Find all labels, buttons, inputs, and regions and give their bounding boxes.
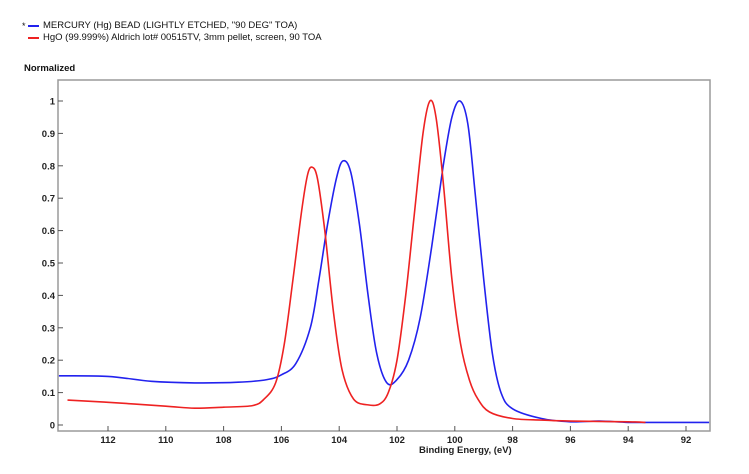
y-tick-label: 0.8 [42,161,55,172]
legend-swatch-blue [28,25,39,27]
x-tick-label: 106 [273,435,289,446]
plot-frame [57,79,711,432]
series-line-hgo [67,99,646,424]
chart-legend: * MERCURY (Hg) BEAD (LIGHTLY ETCHED, "90… [22,20,322,44]
y-tick-label: 0.3 [42,323,55,334]
legend-swatch-red [28,37,39,39]
x-tick-label: 104 [331,435,348,446]
y-tick-label: 1 [50,97,56,108]
y-tick-label: 0.2 [42,356,55,367]
x-tick-label: 112 [100,435,115,446]
legend-entry-mercury: * MERCURY (Hg) BEAD (LIGHTLY ETCHED, "90… [22,20,322,32]
legend-label: HgO (99.999%) Aldrich lot# 00515TV, 3mm … [43,32,322,43]
series-lines [58,99,710,424]
x-tick-label: 94 [623,435,634,446]
series-line-mercury [58,100,710,424]
y-tick-label: 0.5 [42,259,56,270]
x-axis: 112 110 108 106 104 102 100 98 96 94 92 [100,426,691,446]
y-tick-label: 0.9 [42,129,55,140]
legend-label: MERCURY (Hg) BEAD (LIGHTLY ETCHED, "90 D… [43,20,298,31]
active-series-marker: * [22,21,26,31]
x-tick-label: 102 [389,435,405,446]
x-tick-label: 98 [507,435,518,446]
legend-entry-hgo: HgO (99.999%) Aldrich lot# 00515TV, 3mm … [22,32,322,44]
y-tick-label: 0.7 [42,194,55,205]
x-tick-label: 96 [565,435,576,446]
y-tick-label: 0.6 [42,226,55,237]
y-axis-title: Normalized [24,63,76,74]
x-axis-title: Binding Energy, (eV) [419,445,512,456]
x-tick-label: 108 [216,435,232,446]
x-tick-label: 92 [681,435,692,446]
y-tick-label: 0.1 [42,388,56,399]
y-axis: 0 0.1 0.2 0.3 0.4 0.5 0.6 0.7 0.8 0.9 1 [42,97,63,432]
x-tick-label: 110 [158,435,173,446]
y-tick-label: 0 [50,421,55,432]
x-tick-label: 100 [447,435,463,446]
y-tick-label: 0.4 [42,291,56,302]
